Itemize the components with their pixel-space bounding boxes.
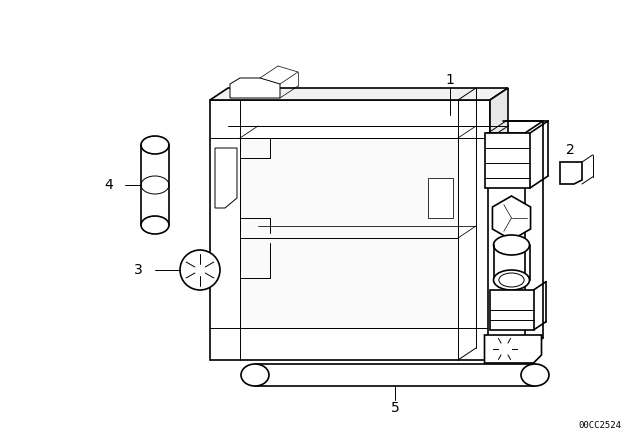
Polygon shape <box>492 196 531 240</box>
Polygon shape <box>485 133 530 188</box>
Circle shape <box>180 250 220 290</box>
Polygon shape <box>215 148 237 208</box>
Polygon shape <box>484 335 541 363</box>
Text: 00CC2524: 00CC2524 <box>579 421 621 430</box>
Text: 4: 4 <box>104 178 113 192</box>
Text: 2: 2 <box>566 143 574 157</box>
Text: 3: 3 <box>134 263 143 277</box>
Polygon shape <box>210 100 490 360</box>
Polygon shape <box>560 162 582 184</box>
Ellipse shape <box>241 364 269 386</box>
Ellipse shape <box>141 136 169 154</box>
Polygon shape <box>210 88 508 100</box>
Ellipse shape <box>493 270 529 290</box>
Polygon shape <box>428 178 453 218</box>
Text: 1: 1 <box>445 73 454 87</box>
Polygon shape <box>490 88 508 360</box>
Ellipse shape <box>521 364 549 386</box>
Polygon shape <box>230 78 280 98</box>
Polygon shape <box>240 138 458 328</box>
Polygon shape <box>490 290 534 330</box>
Polygon shape <box>488 133 525 350</box>
Text: 5: 5 <box>390 401 399 415</box>
Ellipse shape <box>141 216 169 234</box>
Ellipse shape <box>493 235 529 255</box>
